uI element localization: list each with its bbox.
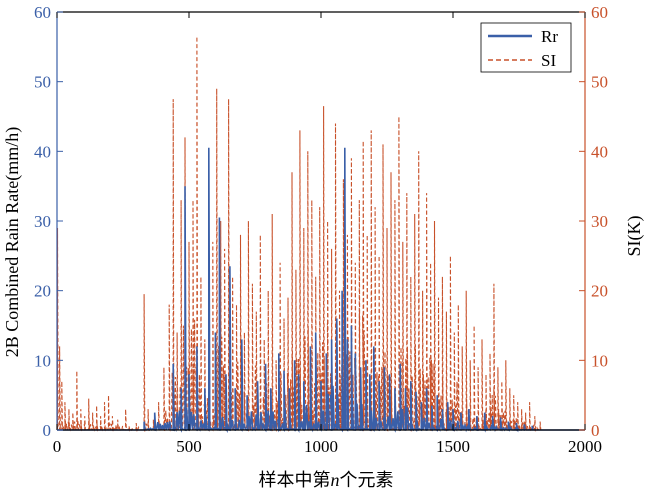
series-si-line [56, 36, 585, 433]
right-y-tick-label: 50 [591, 73, 608, 92]
x-tick-label: 0 [53, 437, 62, 456]
legend-label-si: SI [541, 51, 556, 70]
right-y-tick-label: 20 [591, 282, 608, 301]
right-y-ticks: 0 10 20 30 40 50 60 [579, 3, 608, 440]
left-y-tick-label: 40 [34, 142, 51, 161]
legend: Rr SI [480, 22, 572, 73]
right-y-tick-label: 40 [591, 142, 608, 161]
left-y-tick-label: 30 [34, 212, 51, 231]
right-y-axis-label: SI(K) [624, 216, 645, 257]
left-y-axis-label: 2B Combined Rain Rate(mm/h) [2, 127, 23, 357]
x-tick-label: 1000 [304, 437, 338, 456]
left-y-ticks: 0 10 20 30 40 50 60 [34, 3, 63, 440]
x-tick-label: 2000 [568, 437, 602, 456]
right-y-tick-label: 0 [591, 421, 600, 440]
left-y-tick-label: 60 [34, 3, 51, 22]
legend-label-rr: Rr [541, 27, 558, 46]
x-ticks: 0 500 1000 1500 2000 [53, 12, 602, 456]
plot-area [56, 36, 585, 434]
left-y-tick-label: 10 [34, 351, 51, 370]
x-tick-label: 500 [176, 437, 202, 456]
x-tick-label: 1500 [436, 437, 470, 456]
right-y-tick-label: 30 [591, 212, 608, 231]
left-y-tick-label: 20 [34, 282, 51, 301]
right-y-tick-label: 60 [591, 3, 608, 22]
x-axis-label: 样本中第n个元素 [259, 470, 394, 490]
right-y-tick-label: 10 [591, 351, 608, 370]
left-y-tick-label: 50 [34, 73, 51, 92]
legend-box [480, 22, 572, 73]
left-y-tick-label: 0 [43, 421, 52, 440]
